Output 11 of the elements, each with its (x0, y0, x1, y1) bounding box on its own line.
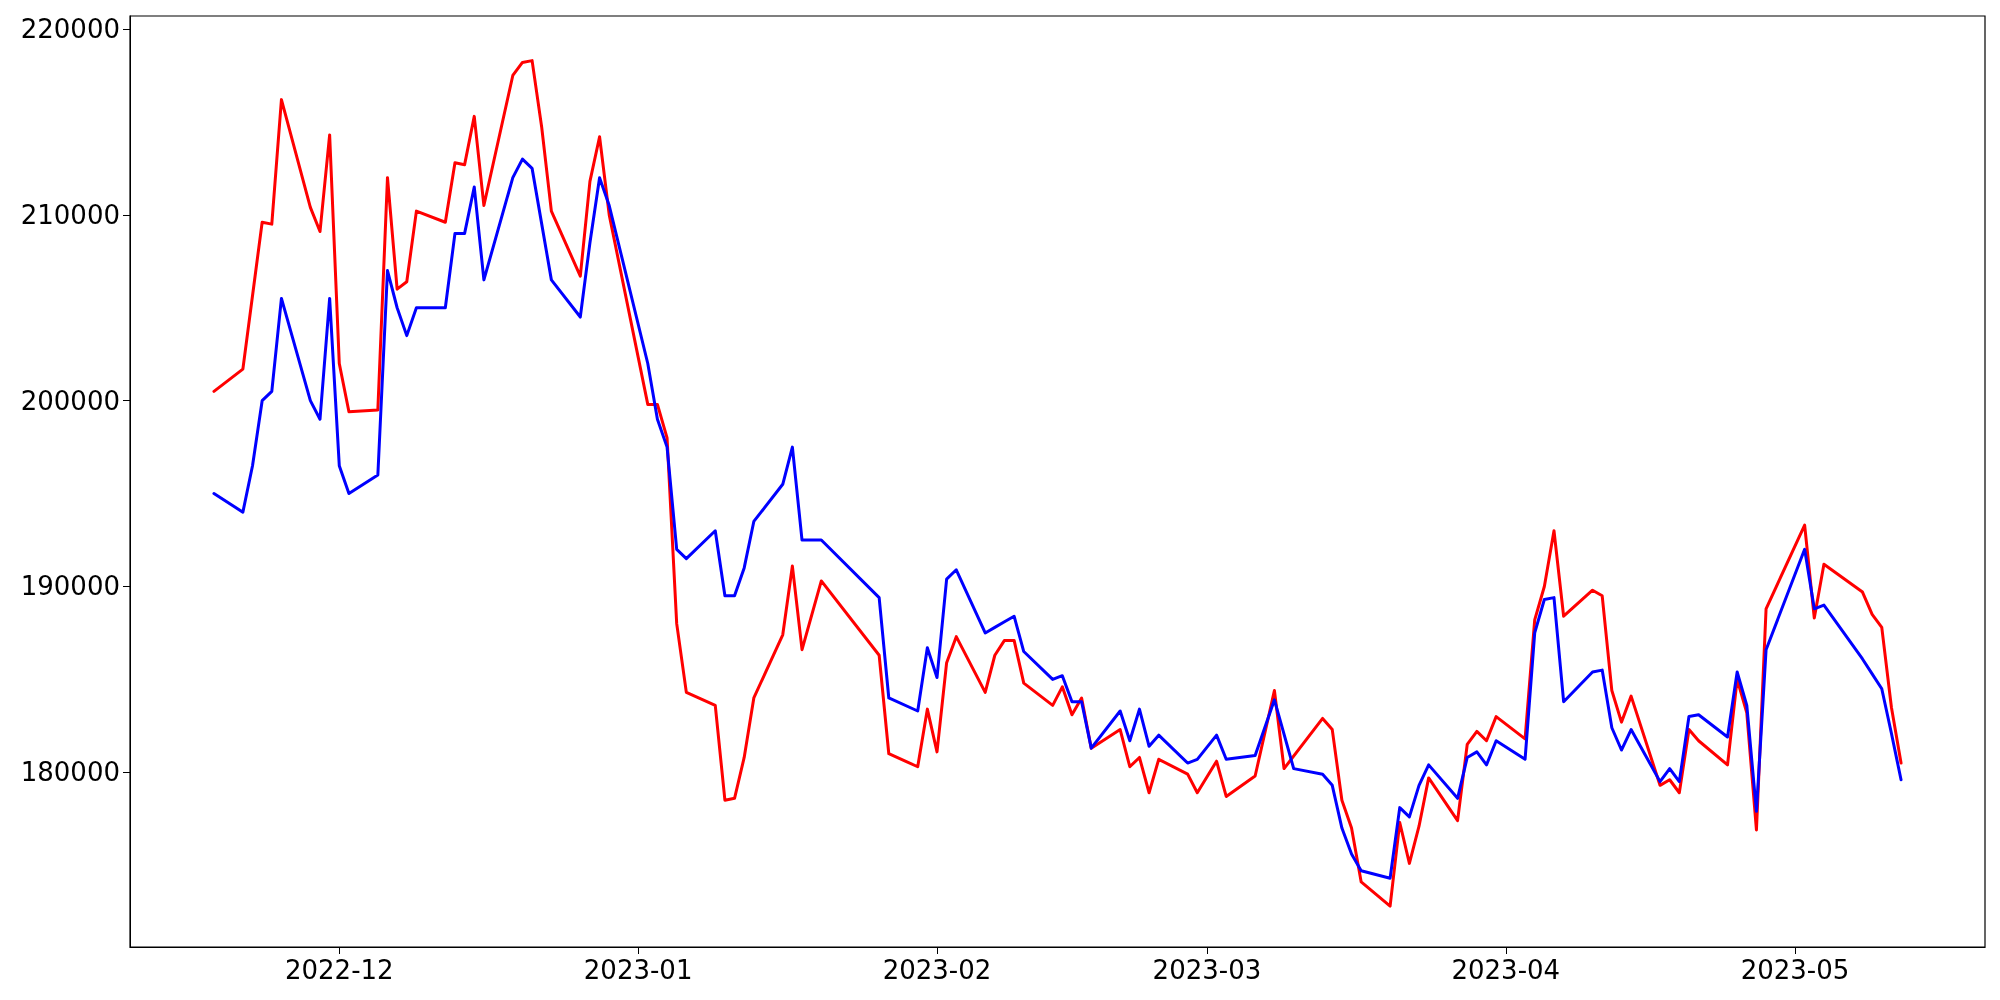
y-tick-label: 190000 (20, 571, 120, 602)
x-tick-label: 2023-02 (882, 955, 992, 985)
y-tick-label: 220000 (20, 14, 120, 45)
y-tick-label: 180000 (20, 757, 120, 788)
x-tick-label: 2023-05 (1740, 955, 1850, 985)
y-tick-label: 210000 (20, 199, 120, 230)
x-tick-label: 2023-01 (583, 955, 693, 985)
y-tick-label: 200000 (20, 385, 120, 416)
x-tick-label: 2023-03 (1152, 955, 1262, 985)
x-tick-label: 2023-04 (1451, 955, 1561, 985)
x-tick-label: 2022-12 (284, 955, 394, 985)
